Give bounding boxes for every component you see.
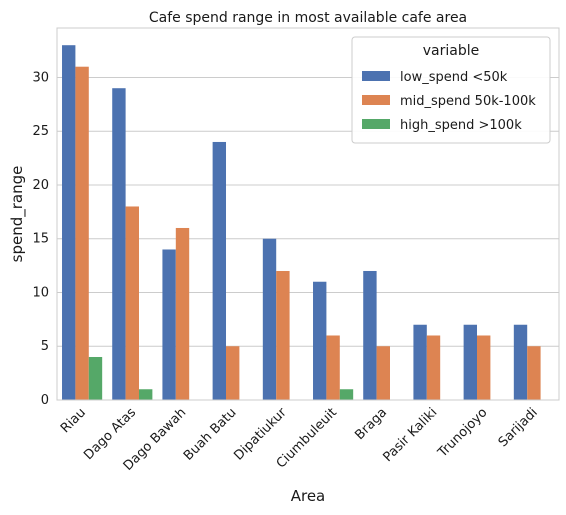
bar — [463, 324, 478, 400]
plot-frame — [56, 27, 560, 401]
bar — [162, 249, 176, 400]
y-tick-label: 10 — [32, 285, 49, 300]
x-axis-label: Area — [291, 487, 326, 505]
bar — [339, 389, 354, 400]
y-tick-label: 0 — [41, 393, 49, 408]
bar — [125, 206, 139, 400]
legend-swatch — [362, 119, 390, 129]
legend-entry-label: high_spend >100k — [400, 118, 522, 133]
y-tick-label: 15 — [32, 232, 49, 247]
bar — [88, 356, 103, 400]
x-tick-label: Pasir Kaliki — [380, 405, 440, 465]
bar — [326, 335, 340, 400]
bar — [376, 346, 390, 400]
y-axis-label: spend_range — [8, 166, 27, 263]
bar — [175, 227, 190, 400]
legend-box — [351, 36, 551, 144]
bar — [262, 238, 277, 400]
legend-entry-label: low_spend <50k — [400, 70, 508, 85]
y-tick-labels: 0 5 10 15 20 25 30 — [32, 70, 49, 408]
bar — [62, 45, 76, 401]
legend-entry-label: mid_spend 50k-100k — [400, 94, 536, 109]
bar — [426, 335, 441, 400]
x-tick-label: Trunojoyo — [435, 405, 491, 461]
bars-layer — [62, 45, 541, 401]
x-tick-label: Braga — [352, 405, 390, 443]
x-tick-label: Sarijadi — [496, 405, 541, 450]
bar — [413, 324, 427, 400]
bar — [363, 270, 377, 400]
bar — [212, 141, 227, 400]
bar — [276, 270, 290, 400]
y-tick-label: 25 — [32, 124, 49, 139]
x-tick-label: Riau — [58, 405, 89, 436]
legend-swatch — [362, 71, 390, 81]
legend: variable low_spend <50k mid_spend 50k-100k… — [351, 36, 551, 144]
bar — [75, 66, 89, 400]
bar — [477, 335, 491, 400]
bar — [112, 88, 126, 400]
bar — [527, 346, 541, 400]
x-tick-label: Buah Batu — [181, 405, 239, 463]
bar — [226, 346, 240, 400]
y-tick-label: 5 — [41, 339, 49, 354]
chart-title: Cafe spend range in most available cafe … — [149, 10, 467, 26]
legend-swatch — [362, 95, 390, 105]
bar — [513, 324, 528, 400]
y-tick-label: 20 — [32, 178, 49, 193]
bar — [313, 281, 327, 400]
y-tick-label: 30 — [32, 70, 49, 85]
bar — [138, 389, 153, 400]
legend-title: variable — [423, 43, 479, 59]
grid-layer — [57, 76, 559, 401]
